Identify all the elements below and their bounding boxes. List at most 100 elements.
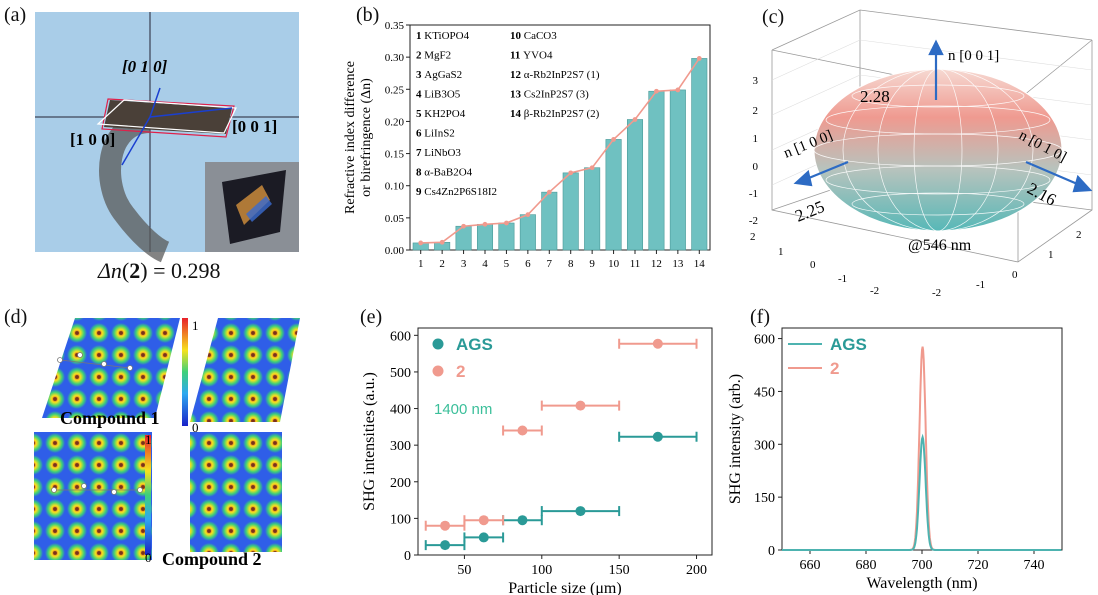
- molecule-overlay: [51, 352, 143, 495]
- svg-text:-2: -2: [870, 285, 879, 297]
- panel-d: (d): [0, 300, 300, 595]
- x-tick-label: 680: [856, 558, 877, 573]
- x-tick-label: 4: [482, 258, 488, 270]
- bar: [498, 222, 515, 251]
- panel-e-label: (e): [360, 306, 383, 328]
- y-tick-label: 0.10: [385, 181, 405, 193]
- y-tick-label: 100: [390, 512, 411, 527]
- trend-point: [696, 56, 702, 61]
- y-tick-label: 0.05: [385, 213, 405, 225]
- x-axis-label: Particle size (μm): [508, 580, 621, 595]
- elf-map-1b: [190, 318, 300, 422]
- x-tick-label: 150: [609, 563, 630, 578]
- x-tick-label: 12: [651, 258, 662, 270]
- trend-point: [568, 170, 574, 176]
- axis-line-010: [149, 87, 161, 118]
- ellipsoid-axes: [793, 39, 1093, 193]
- legend-entry-number: 6: [416, 128, 424, 140]
- x-tick-label: 100: [531, 563, 552, 578]
- axis-line-001: [149, 107, 233, 118]
- legend-entry-name: YVO4: [523, 50, 553, 62]
- data-point: [440, 540, 451, 551]
- trend-point: [482, 221, 488, 227]
- x-tick-label: 5: [504, 258, 510, 270]
- axis-line-100: [121, 116, 151, 166]
- panel-b: (b) 0.00 0.05 0.10 0.15 0.20 0.25 0.30 0.35 1 2 3 4…: [340, 0, 720, 300]
- legend-entry-number: 2: [416, 50, 424, 62]
- legend-entry-name: KTiOPO4: [424, 30, 469, 42]
- svg-text:0: 0: [1012, 269, 1018, 281]
- svg-text:0: 0: [810, 259, 816, 271]
- x-tick-label: 3: [461, 258, 467, 270]
- x-tick-label: 7: [547, 258, 553, 270]
- colorbar-2-max: 1: [145, 432, 152, 447]
- bar: [691, 58, 708, 251]
- trend-point: [589, 165, 595, 171]
- legend-entry: 3 AgGaS2: [416, 69, 462, 81]
- caption-value: = 0.298: [153, 258, 221, 283]
- x-tick-label: 200: [686, 563, 707, 578]
- elf-maps: 1 0 1 0 Compound 1 Compound 2: [34, 318, 300, 569]
- svg-text:1: 1: [1048, 249, 1054, 261]
- x-tick-label: 6: [525, 258, 531, 270]
- x-tick-label: 50: [457, 563, 471, 578]
- panel-a-label: (a): [4, 4, 27, 26]
- y-tick-label: 150: [754, 491, 775, 506]
- legend-entry-name: Cs2InP2S7 (3): [524, 89, 589, 101]
- compound-1-label: Compound 1: [60, 408, 160, 428]
- legend-entry: 1 KTiOPO4: [416, 30, 470, 42]
- elf-map-1a: [42, 318, 180, 418]
- index-ellipsoid: n [0 0 1] 2.28 n [1 0 0] 2.25 n [0 1 0] …: [749, 9, 1093, 299]
- y-axis-label-line1: Refractive index difference: [343, 61, 358, 214]
- y-axis-label-line2: or birefringence (Δn): [359, 78, 374, 197]
- legend-label: 2: [456, 362, 465, 381]
- data-point: [440, 520, 451, 531]
- trend-point: [611, 137, 616, 142]
- wavelength-annotation: 1400 nm: [434, 401, 492, 418]
- bar: [584, 167, 601, 251]
- label-n001: n [0 0 1]: [948, 48, 999, 64]
- axis-label-010: [0 1 0]: [122, 57, 168, 76]
- y-axis-label: SHG intensity (arb.): [727, 374, 744, 504]
- svg-text:-1: -1: [976, 279, 985, 291]
- y-tick-label: 300: [390, 439, 411, 454]
- data-point: [517, 425, 528, 436]
- legend-entry-name: α-Rb2InP2S7 (1): [524, 69, 600, 81]
- plot-frame: [409, 24, 711, 251]
- panel-d-label: (d): [4, 306, 28, 328]
- x-tick-label: 8: [568, 258, 574, 270]
- inset-highlight: [236, 185, 270, 225]
- legend-entry-name: β-Rb2InP2S7 (2): [524, 108, 600, 120]
- svg-text:-1: -1: [838, 273, 847, 285]
- legend-entry: 13 Cs2InP2S7 (3): [510, 89, 589, 101]
- legend-marker: [432, 338, 444, 350]
- bar: [669, 89, 686, 251]
- legend-entry: 4 LiB3O5: [416, 89, 461, 101]
- legend-entry-number: 14: [510, 108, 524, 120]
- colorbar-1: [182, 318, 188, 426]
- legend-entry-number: 1: [416, 30, 424, 42]
- y-tick-label: 0.35: [385, 20, 405, 32]
- trend-point: [632, 117, 638, 122]
- legend-entry: 9 Cs4Zn2P6S18I2: [416, 186, 497, 198]
- crystal-ring: [99, 111, 170, 263]
- legend-entry-name: Cs4Zn2P6S18I2: [424, 186, 497, 198]
- trend-point: [675, 87, 681, 93]
- trend-point: [461, 223, 466, 229]
- birefringence-caption: Δn(2) = 0.298: [98, 258, 221, 283]
- y-tick-label: 500: [390, 366, 411, 381]
- floor-tick-labels-right: -2 -1 0 1 2: [932, 229, 1082, 299]
- shg-vs-particle-size: 0 100 200 300 400 500 600 50 100 150 200 AGS 2 1400 n…: [361, 327, 713, 595]
- data-point: [517, 515, 528, 526]
- svg-text:2: 2: [1076, 229, 1082, 241]
- x-tick-label: 660: [800, 558, 821, 573]
- y-tick-label: 0: [768, 544, 775, 559]
- x-axis-label: Wavelength (nm): [866, 575, 977, 592]
- svg-text:1: 1: [778, 246, 784, 258]
- elf-map-2a: [34, 432, 152, 560]
- x-tick-label: 13: [672, 258, 684, 270]
- legend-entry: 14 β-Rb2InP2S7 (2): [510, 108, 600, 120]
- x-tick-label: 1: [418, 258, 424, 270]
- y-tick-label: 400: [390, 403, 411, 418]
- svg-text:0: 0: [753, 161, 759, 173]
